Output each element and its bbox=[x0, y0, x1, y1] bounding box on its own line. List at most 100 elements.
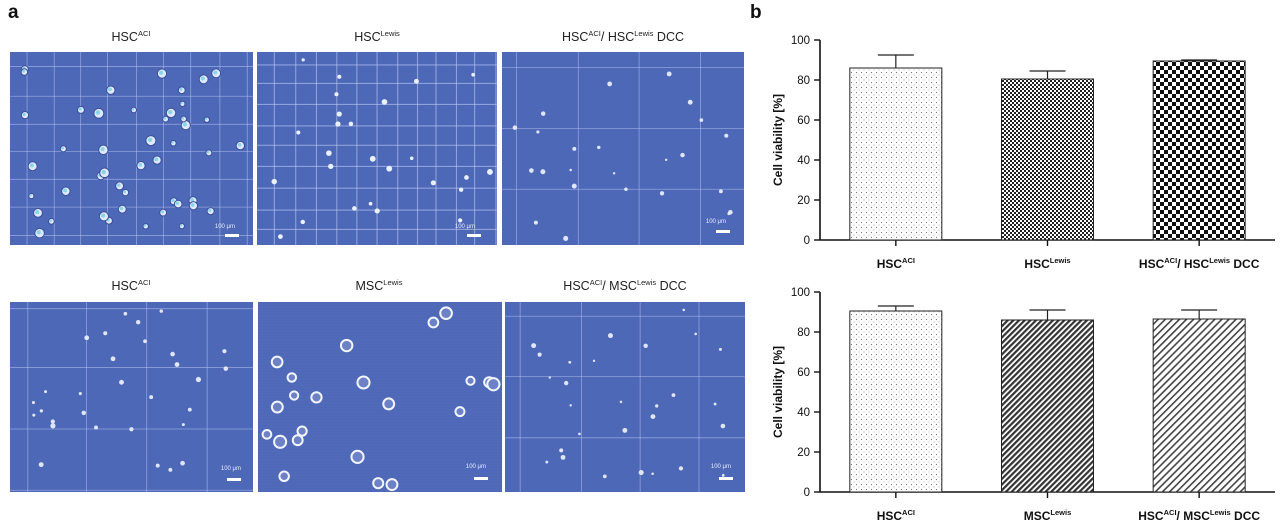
cell bbox=[458, 218, 463, 223]
cell-nucleus bbox=[204, 117, 208, 121]
cell bbox=[607, 81, 613, 87]
cell bbox=[334, 92, 339, 97]
cell-nucleus bbox=[163, 117, 167, 120]
category-label-part: / MSC bbox=[1177, 509, 1211, 523]
cell bbox=[149, 395, 154, 400]
cell bbox=[195, 376, 202, 383]
cell-nucleus bbox=[36, 230, 41, 235]
cell-nucleus bbox=[117, 183, 121, 187]
cell bbox=[680, 152, 685, 158]
cell bbox=[123, 311, 128, 316]
cell bbox=[31, 400, 36, 405]
panel-b-letter: b bbox=[750, 2, 762, 23]
cell bbox=[159, 309, 164, 313]
cell bbox=[310, 391, 323, 404]
cell-nucleus bbox=[175, 201, 180, 205]
category-label-part: MSC bbox=[1024, 509, 1051, 523]
cell bbox=[271, 178, 277, 185]
micrograph-hsc-lewis: 100 μm bbox=[257, 52, 497, 245]
scale-bar-label: 100 μm bbox=[705, 219, 726, 225]
cell bbox=[718, 189, 723, 194]
cell bbox=[464, 175, 469, 180]
viability-chart-top: Cell viability [%] 0 20 40 60 80 100 HSCACI HSCL… bbox=[760, 26, 1280, 276]
category-label-sup: Lewis bbox=[1210, 508, 1231, 517]
cell-nucleus bbox=[190, 203, 195, 207]
cell bbox=[288, 390, 300, 401]
cell bbox=[559, 448, 564, 453]
cell-nucleus bbox=[78, 107, 82, 111]
cell bbox=[487, 169, 493, 175]
y-tick-label: 100 bbox=[791, 35, 810, 47]
category-label-sup: ACI bbox=[1164, 256, 1177, 265]
cell bbox=[569, 168, 572, 172]
y-axis-title: Cell viability [%] bbox=[771, 94, 785, 186]
cell bbox=[699, 118, 704, 122]
cell bbox=[536, 130, 540, 134]
cell bbox=[687, 99, 693, 105]
cell bbox=[335, 121, 341, 127]
micrograph-drawing bbox=[10, 52, 253, 245]
cell bbox=[336, 111, 342, 117]
cell bbox=[694, 332, 698, 336]
cell bbox=[486, 377, 501, 392]
cell bbox=[350, 449, 365, 464]
scale-bar-label: 100 μm bbox=[454, 224, 475, 230]
y-tick-label: 40 bbox=[797, 407, 810, 419]
category-label-part: HSC bbox=[877, 257, 903, 271]
category-label-sup: ACI bbox=[1164, 508, 1177, 517]
cell bbox=[531, 343, 537, 349]
cell bbox=[471, 72, 476, 77]
cell bbox=[374, 208, 380, 214]
cell-nucleus bbox=[208, 208, 212, 212]
cell bbox=[328, 163, 334, 170]
micrograph-msc-lewis: 100 μm bbox=[258, 302, 502, 492]
cell-nucleus bbox=[119, 206, 124, 211]
category-label-part: DCC bbox=[1231, 509, 1261, 523]
cell bbox=[181, 423, 185, 427]
cell bbox=[568, 360, 572, 364]
micrograph-hsc-msc-dcc: 100 μm bbox=[505, 302, 745, 492]
cell bbox=[273, 434, 288, 449]
scale-bar-label: 100 μm bbox=[710, 464, 731, 470]
cell bbox=[356, 375, 371, 390]
cell bbox=[84, 335, 90, 341]
cell bbox=[413, 78, 419, 84]
category-label-sup: ACI bbox=[902, 508, 915, 517]
cell-nucleus bbox=[168, 110, 173, 115]
y-tick-label: 0 bbox=[804, 235, 810, 247]
cell-nucleus bbox=[171, 198, 175, 202]
cell bbox=[119, 379, 124, 385]
category-label-sup: Lewis bbox=[1050, 256, 1071, 265]
cell bbox=[372, 477, 385, 490]
micrograph-drawing bbox=[258, 302, 502, 492]
cell bbox=[180, 460, 185, 466]
cell bbox=[607, 333, 613, 339]
cell-nucleus bbox=[147, 137, 153, 143]
micrograph-drawing bbox=[502, 52, 744, 245]
micrograph-hsc-hsc-dcc: 100 μm bbox=[502, 52, 744, 245]
cell bbox=[143, 339, 147, 344]
cell-nucleus bbox=[29, 163, 34, 168]
cell-nucleus bbox=[49, 219, 52, 222]
cell bbox=[278, 470, 290, 483]
scale-bar bbox=[227, 478, 241, 481]
micrograph-background bbox=[505, 302, 745, 492]
cell bbox=[261, 429, 273, 440]
cell bbox=[545, 460, 549, 464]
micrograph-label-hsc-aci-2: HSCACI bbox=[111, 278, 151, 293]
cell bbox=[439, 306, 453, 321]
cell bbox=[78, 392, 82, 396]
cell-nucleus bbox=[95, 110, 101, 115]
cell-nucleus bbox=[143, 224, 147, 227]
bar bbox=[1152, 60, 1246, 241]
cell bbox=[385, 478, 399, 491]
cell bbox=[529, 168, 534, 173]
bar bbox=[1001, 78, 1094, 241]
micrograph-haze bbox=[505, 302, 745, 492]
cell bbox=[222, 349, 227, 354]
scale-bar-label: 100 μm bbox=[214, 224, 235, 230]
category-label-part: HSC bbox=[1138, 509, 1164, 523]
cell-nucleus bbox=[179, 224, 183, 227]
panel-a-letter: a bbox=[8, 2, 19, 23]
